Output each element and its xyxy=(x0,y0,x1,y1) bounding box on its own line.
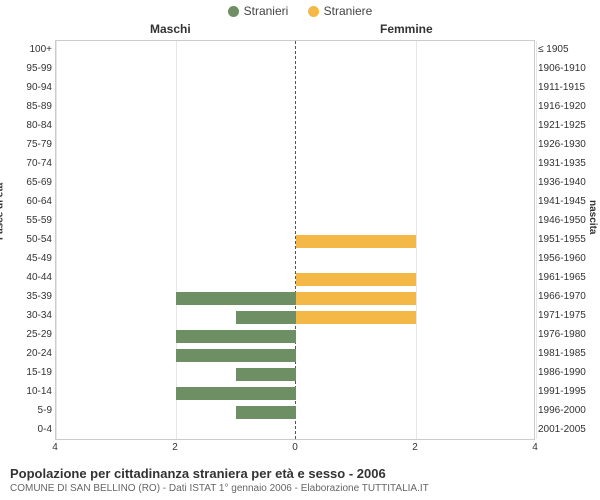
plot-area xyxy=(55,40,535,440)
ytick-birth: 2001-2005 xyxy=(538,425,598,435)
ytick-birth: 1981-1985 xyxy=(538,349,598,359)
ytick-age: 65-69 xyxy=(0,178,52,188)
subtitle-male: Maschi xyxy=(150,22,191,36)
bar-female xyxy=(296,292,416,305)
legend-item-male: Stranieri xyxy=(228,4,289,18)
ytick-age: 5-9 xyxy=(0,406,52,416)
gridline xyxy=(56,41,57,439)
ytick-age: 10-14 xyxy=(0,387,52,397)
xtick: 2 xyxy=(412,442,418,453)
ytick-birth: 1906-1910 xyxy=(538,64,598,74)
ytick-age: 40-44 xyxy=(0,273,52,283)
bar-female xyxy=(296,311,416,324)
ytick-birth: 1991-1995 xyxy=(538,387,598,397)
ytick-age: 15-19 xyxy=(0,368,52,378)
legend-swatch-male xyxy=(228,6,239,17)
legend-label-male: Stranieri xyxy=(244,4,289,18)
ytick-age: 70-74 xyxy=(0,159,52,169)
y-ticks-birth: ≤ 1905 1906-1910 1911-1915 1916-1920 1921-19… xyxy=(538,40,598,440)
ytick-birth: 1956-1960 xyxy=(538,254,598,264)
ytick-age: 30-34 xyxy=(0,311,52,321)
subtitle-female: Femmine xyxy=(380,22,433,36)
gridline xyxy=(176,41,177,439)
ytick-birth: 1916-1920 xyxy=(538,102,598,112)
ytick-birth: 1926-1930 xyxy=(538,140,598,150)
bar-male xyxy=(176,349,296,362)
ytick-age: 80-84 xyxy=(0,121,52,131)
chart-container: Stranieri Straniere Maschi Femmine Fasce… xyxy=(0,0,600,500)
xtick: 2 xyxy=(172,442,178,453)
bar-male xyxy=(176,292,296,305)
ytick-age: 75-79 xyxy=(0,140,52,150)
ytick-age: 55-59 xyxy=(0,216,52,226)
ytick-birth: 1971-1975 xyxy=(538,311,598,321)
ytick-birth: 1976-1980 xyxy=(538,330,598,340)
ytick-birth: ≤ 1905 xyxy=(538,45,598,55)
bar-female xyxy=(296,235,416,248)
legend: Stranieri Straniere xyxy=(0,4,600,20)
bar-male xyxy=(176,387,296,400)
ytick-age: 60-64 xyxy=(0,197,52,207)
bar-male xyxy=(176,330,296,343)
y-ticks-age: 100+ 95-99 90-94 85-89 80-84 75-79 70-74 65-69 6… xyxy=(0,40,52,440)
ytick-age: 25-29 xyxy=(0,330,52,340)
bar-male xyxy=(236,406,296,419)
bar-female xyxy=(296,273,416,286)
ytick-age: 50-54 xyxy=(0,235,52,245)
ytick-birth: 1911-1915 xyxy=(538,83,598,93)
ytick-birth: 1996-2000 xyxy=(538,406,598,416)
ytick-birth: 1966-1970 xyxy=(538,292,598,302)
ytick-birth: 1946-1950 xyxy=(538,216,598,226)
ytick-age: 0-4 xyxy=(0,425,52,435)
gridline xyxy=(416,41,417,439)
ytick-age: 90-94 xyxy=(0,83,52,93)
bar-male xyxy=(236,368,296,381)
ytick-age: 95-99 xyxy=(0,64,52,74)
ytick-birth: 1951-1955 xyxy=(538,235,598,245)
ytick-age: 20-24 xyxy=(0,349,52,359)
ytick-birth: 1986-1990 xyxy=(538,368,598,378)
xtick: 0 xyxy=(292,442,298,453)
legend-label-female: Straniere xyxy=(324,4,373,18)
ytick-age: 45-49 xyxy=(0,254,52,264)
ytick-age: 85-89 xyxy=(0,102,52,112)
ytick-age: 100+ xyxy=(0,45,52,55)
ytick-birth: 1931-1935 xyxy=(538,159,598,169)
xtick: 4 xyxy=(532,442,538,453)
bar-male xyxy=(236,311,296,324)
gridline xyxy=(536,41,537,439)
footer-title: Popolazione per cittadinanza straniera p… xyxy=(10,466,590,481)
chart-footer: Popolazione per cittadinanza straniera p… xyxy=(10,466,590,494)
xtick: 4 xyxy=(52,442,58,453)
legend-swatch-female xyxy=(308,6,319,17)
ytick-birth: 1921-1925 xyxy=(538,121,598,131)
x-ticks: 4 2 0 2 4 xyxy=(55,442,535,456)
legend-item-female: Straniere xyxy=(308,4,373,18)
ytick-birth: 1936-1940 xyxy=(538,178,598,188)
footer-subtitle: COMUNE DI SAN BELLINO (RO) - Dati ISTAT … xyxy=(10,483,590,494)
ytick-birth: 1961-1965 xyxy=(538,273,598,283)
ytick-birth: 1941-1945 xyxy=(538,197,598,207)
ytick-age: 35-39 xyxy=(0,292,52,302)
